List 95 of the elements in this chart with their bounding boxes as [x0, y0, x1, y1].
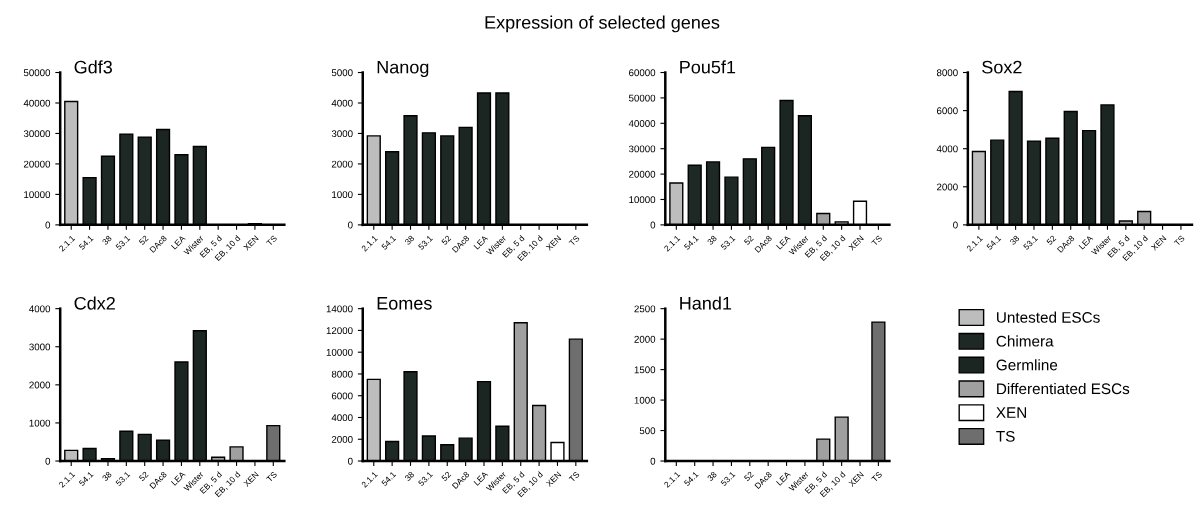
y-tick-label: 0	[650, 221, 656, 229]
y-tick-label: 20000	[23, 160, 51, 168]
x-tick-label: 52	[1046, 235, 1057, 246]
y-tick-label: 0	[650, 457, 656, 465]
chart-title: Gdf3	[74, 60, 112, 74]
x-tick-label: TS	[568, 235, 580, 247]
y-tick-label: 20000	[629, 170, 656, 178]
y-tick-label: 2000	[331, 160, 353, 168]
x-tick-label: 52	[743, 471, 754, 482]
x-tick-label: TS	[871, 235, 883, 247]
y-tick-label: 0	[953, 221, 958, 229]
x-tick-label: 54.1	[683, 235, 699, 251]
x-tick-label: 54.1	[381, 471, 397, 487]
y-tick-label: 2500	[634, 305, 656, 313]
y-tick-label: 30000	[628, 145, 656, 153]
y-tick-label: 10000	[629, 196, 656, 204]
y-tick-label: 8000	[936, 69, 958, 77]
x-tick-label: 52	[743, 235, 754, 246]
x-tick-label: 54.1	[78, 471, 94, 487]
y-tick-label: 50000	[628, 94, 656, 102]
x-tick-label: 54.1	[78, 235, 94, 251]
x-tick-label: 38	[706, 235, 718, 246]
y-tick-label: 0	[348, 457, 353, 465]
y-tick-label: 1500	[634, 366, 656, 374]
x-tick-label: 38	[1009, 235, 1020, 246]
x-tick-label: 52	[441, 235, 452, 246]
x-tick-label: 53.1	[720, 471, 736, 487]
y-tick-label: 5000	[331, 69, 353, 77]
legend-label: Chimera	[996, 335, 1054, 347]
x-tick-label: 54.1	[986, 235, 1002, 251]
x-tick-label: 53.1	[720, 235, 736, 251]
x-tick-label: 53.1	[115, 235, 131, 251]
x-tick-label: 38	[404, 471, 415, 482]
x-tick-label: TS	[568, 471, 580, 483]
chart-title: Sox2	[982, 60, 1022, 74]
x-tick-label: LEA	[473, 470, 489, 486]
x-tick-label: LEA	[473, 234, 489, 250]
y-tick-label: 30000	[23, 130, 51, 138]
y-tick-label: 2000	[936, 183, 958, 191]
text: Expression of selected genes	[485, 15, 720, 33]
y-tick-label: 0	[348, 221, 353, 229]
y-tick-label: 3000	[29, 343, 51, 351]
legend-label: TS	[996, 430, 1015, 442]
y-tick-label: 40000	[628, 120, 656, 127]
y-tick-label: 2000	[634, 335, 656, 343]
chart-title: Nanog	[377, 60, 429, 78]
x-tick-label: 54.1	[381, 235, 397, 251]
x-tick-label: 53.1	[115, 471, 131, 487]
x-tick-label: 38	[404, 235, 415, 246]
y-tick-label: 12000	[326, 327, 353, 335]
y-tick-label: 40000	[23, 99, 51, 107]
x-tick-label: 38	[101, 235, 113, 246]
y-tick-label: 4000	[331, 99, 353, 107]
legend-label: Untested ESCs	[997, 311, 1100, 323]
y-tick-label: 4000	[331, 414, 353, 422]
y-tick-label: 14000	[326, 305, 353, 313]
x-tick-label: 38	[101, 471, 113, 482]
x-tick-label: 38	[706, 471, 718, 482]
x-tick-label: 53.1	[417, 471, 433, 487]
y-tick-label: 1000	[634, 396, 656, 404]
x-tick-label: 53.1	[1022, 235, 1039, 251]
y-tick-label: 3000	[331, 130, 353, 138]
legend-label: Germline	[996, 359, 1058, 371]
x-tick-label: 52	[138, 471, 149, 482]
chart-title: Cdx2	[74, 296, 115, 310]
y-tick-label: 2000	[331, 435, 353, 443]
x-tick-label: TS	[266, 471, 278, 483]
y-tick-label: 6000	[936, 107, 958, 115]
x-tick-label: 53.1	[417, 235, 433, 251]
y-tick-label: 1000	[29, 419, 51, 427]
y-tick-label: 60000	[629, 69, 656, 77]
y-tick-label: 10000	[326, 348, 353, 356]
chart-title: Pou5f1	[680, 60, 736, 74]
y-tick-label: 0	[45, 457, 51, 465]
x-tick-label: TS	[871, 471, 883, 483]
x-tick-label: TS	[266, 235, 278, 247]
x-tick-label: 52	[138, 235, 149, 246]
y-tick-label: 500	[639, 427, 656, 435]
x-tick-label: 52	[441, 471, 452, 482]
y-tick-label: 4000	[29, 305, 51, 313]
x-tick-label: 54.1	[683, 471, 699, 487]
x-tick-label: TS	[1173, 235, 1185, 247]
y-tick-label: 1000	[332, 191, 353, 199]
legend-label: XEN	[996, 407, 1027, 418]
y-tick-label: 0	[45, 221, 51, 229]
chart-title: Eomes	[377, 297, 432, 310]
y-tick-label: 50000	[23, 69, 51, 77]
y-tick-label: 8000	[331, 370, 353, 378]
y-tick-label: 10000	[24, 191, 51, 199]
chart-title: Hand1	[680, 296, 732, 310]
y-tick-label: 4000	[936, 145, 958, 153]
y-tick-label: 6000	[331, 392, 353, 400]
y-tick-label: 2000	[29, 381, 51, 389]
x-tick-label: LEA	[1078, 234, 1094, 250]
legend-label: Differentiated ESCs	[997, 382, 1130, 395]
